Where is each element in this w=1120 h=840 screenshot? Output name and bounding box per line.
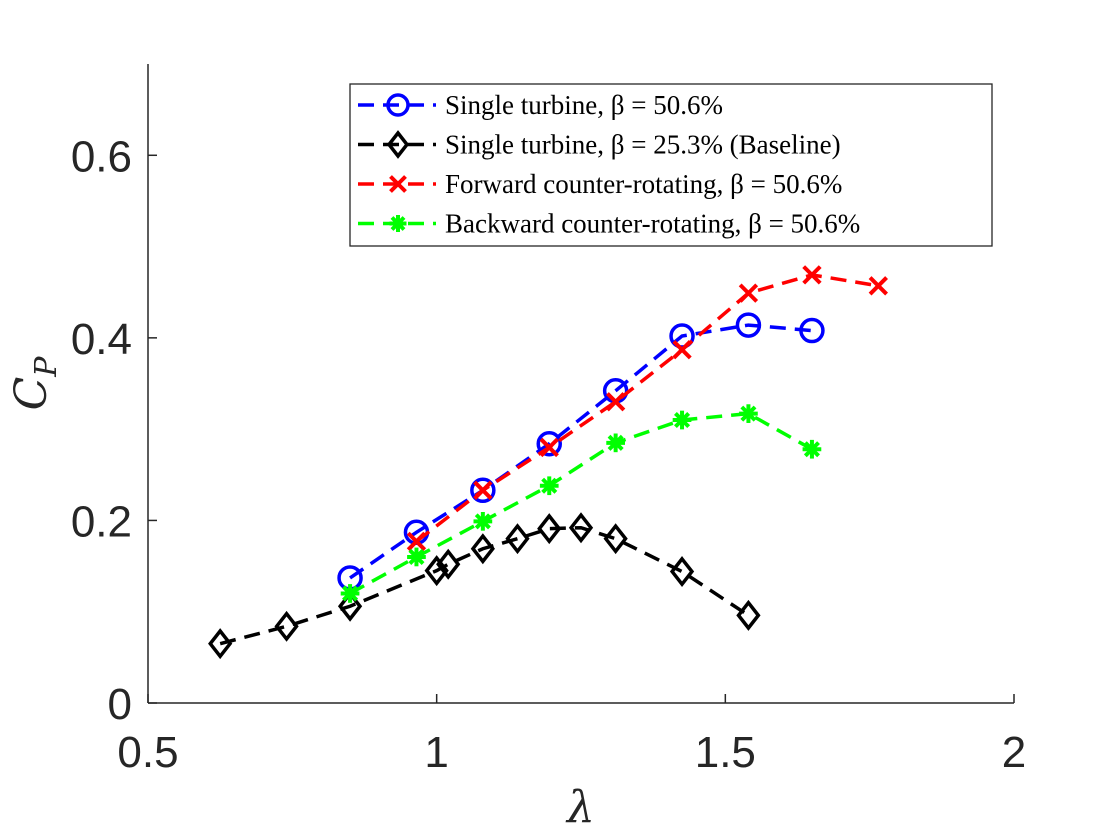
y-axis-label-main: C [6, 377, 57, 411]
legend-label-4: Backward counter-rotating, β = 50.6% [445, 209, 860, 239]
legend-marker-3 [389, 175, 407, 193]
y-axis-label: CP [6, 356, 64, 411]
data-point-series-2 [537, 513, 562, 545]
data-point-series-2 [208, 628, 233, 660]
data-point-series-1 [799, 317, 825, 344]
data-point-series-3 [802, 265, 822, 285]
legend: Single turbine, β = 50.6% Single turbine,… [349, 83, 993, 247]
data-point-series-2 [568, 512, 594, 544]
data-point-series-2 [337, 590, 363, 622]
y-axis-label-sub: P [29, 356, 64, 378]
data-point-series-2 [736, 599, 761, 631]
plot-area [208, 265, 888, 660]
data-point-series-4 [539, 476, 559, 496]
series-line-4 [349, 411, 813, 595]
series-line-2 [219, 525, 750, 646]
x-tick-label: 1 [424, 728, 448, 777]
series-line-1 [349, 323, 813, 580]
legend-label-3: Forward counter-rotating, β = 50.6% [445, 169, 842, 199]
data-point-series-1 [470, 477, 496, 504]
data-point-series-4 [739, 404, 758, 423]
y-tick-label: 0.4 [71, 315, 132, 364]
data-point-series-2 [436, 548, 461, 580]
x-tick-label: 0.5 [117, 728, 178, 777]
data-point-series-4 [672, 410, 692, 430]
y-tick-label: 0.2 [71, 497, 132, 546]
data-point-series-4 [473, 511, 493, 531]
data-point-series-2 [274, 610, 299, 642]
data-point-series-3 [406, 531, 427, 552]
data-point-series-4 [606, 433, 625, 453]
series-line-3 [415, 273, 879, 543]
data-point-series-3 [473, 480, 493, 500]
data-point-series-1 [735, 312, 762, 338]
legend-marker-2 [386, 130, 410, 159]
y-tick-label: 0 [108, 680, 132, 729]
data-point-series-2 [603, 523, 628, 555]
data-point-series-2 [669, 556, 695, 588]
legend-label-1: Single turbine, β = 50.6% [445, 90, 723, 120]
legend-label-2: Single turbine, β = 25.3% (Baseline) [445, 130, 841, 160]
data-point-series-3 [868, 276, 888, 296]
x-tick-label: 2 [1002, 728, 1026, 777]
legend-marker-1 [386, 93, 410, 117]
y-tick-label: 0.6 [71, 132, 132, 181]
data-point-series-3 [738, 283, 759, 303]
data-point-series-4 [340, 584, 360, 603]
data-point-series-4 [802, 439, 822, 459]
data-point-series-2 [470, 533, 495, 565]
data-point-series-1 [536, 430, 562, 457]
legend-marker-4 [389, 215, 407, 232]
data-point-series-4 [407, 547, 426, 567]
axes: 0.5 1 1.5 2 0 0.2 0.4 0.6 λ CP [6, 64, 1026, 833]
x-tick-label: 1.5 [695, 728, 756, 777]
data-point-series-2 [505, 523, 530, 555]
x-axis-label: λ [565, 782, 595, 833]
data-point-series-2 [424, 555, 449, 587]
data-point-series-3 [605, 392, 626, 412]
data-point-series-3 [672, 340, 692, 360]
legend-box [349, 83, 993, 247]
data-point-series-3 [539, 437, 559, 458]
